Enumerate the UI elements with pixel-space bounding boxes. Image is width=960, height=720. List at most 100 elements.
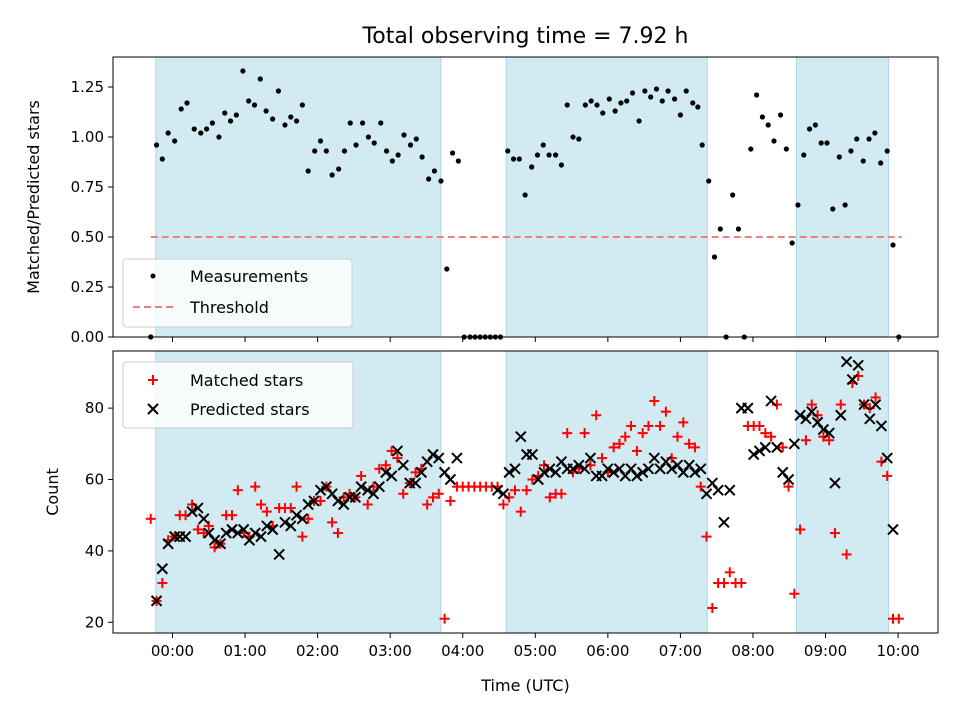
measurement-point	[665, 88, 671, 94]
matched-star-point	[297, 531, 308, 542]
measurement-point	[618, 100, 624, 106]
predicted-star-point	[689, 466, 701, 479]
measurement-point	[522, 192, 528, 198]
matched-star-point	[841, 549, 852, 560]
matched-star-point	[707, 603, 718, 614]
measurement-point	[801, 152, 807, 158]
predicted-star-point	[444, 473, 457, 486]
measurement-point	[789, 240, 795, 246]
legend-marker-predicted	[147, 403, 159, 415]
measurement-point	[606, 96, 612, 102]
predicted-star-point	[380, 466, 392, 479]
predicted-star-point	[296, 513, 309, 525]
measurement-point	[449, 150, 456, 156]
predicted-star-point	[759, 441, 772, 454]
matched-star-point	[829, 528, 840, 539]
matched-star-point	[591, 410, 602, 421]
measurement-point	[540, 142, 546, 148]
predicted-star-point	[724, 484, 736, 496]
measurement-point	[866, 136, 872, 142]
measurement-point	[282, 122, 288, 128]
matched-star-point	[754, 420, 765, 431]
measurement-point	[783, 146, 789, 152]
matched-star-point	[422, 499, 433, 510]
predicted-star-point	[427, 448, 439, 461]
measurement-point	[699, 142, 705, 148]
x-tick-label: 06:00	[586, 642, 629, 660]
predicted-star-point	[197, 513, 210, 525]
predicted-star-point	[361, 484, 374, 496]
measurement-point	[600, 110, 606, 116]
predicted-star-point	[840, 356, 853, 368]
measurement-point	[172, 138, 178, 144]
measurement-point	[222, 110, 228, 116]
predicted-star-point	[567, 463, 579, 475]
matched-star-point	[777, 442, 788, 453]
predicted-star-point	[355, 480, 367, 493]
matched-star-point	[655, 420, 666, 431]
measurement-point	[759, 114, 766, 120]
measurement-point	[227, 118, 234, 124]
predicted-star-point	[549, 466, 562, 479]
predicted-star-point	[544, 463, 556, 475]
matched-star-point	[620, 431, 631, 442]
x-tick-label: 04:00	[441, 642, 484, 660]
measurement-point	[419, 154, 425, 160]
measurement-point	[444, 266, 450, 272]
measurement-point	[642, 88, 648, 94]
x-tick-label: 09:00	[804, 642, 847, 660]
predicted-star-point	[249, 527, 261, 539]
measurement-point	[317, 138, 324, 144]
matched-star-point	[380, 460, 391, 471]
predicted-star-point	[220, 527, 232, 539]
ratio-x-ticks	[171, 337, 899, 342]
measurement-point	[612, 108, 618, 114]
measurement-point	[576, 136, 582, 142]
ratio-legend: Measurements Threshold	[122, 258, 353, 328]
measurement-point	[299, 102, 305, 108]
predicted-star-point	[451, 452, 463, 464]
predicted-star-point	[573, 459, 585, 471]
y-tick-label: 0.75	[71, 178, 104, 196]
ratio-y-axis-label: Matched/Predicted stars	[24, 100, 43, 294]
matched-star-point	[579, 428, 590, 439]
matched-star-point	[261, 506, 272, 517]
measurement-point	[401, 132, 407, 138]
predicted-star-point	[285, 520, 297, 532]
ratio-y-ticks: 0.00 0.25 0.50 0.75 1.00 1.25	[71, 78, 113, 346]
measurement-point	[184, 100, 190, 106]
predicted-star-point	[503, 466, 515, 479]
measurement-point	[690, 100, 696, 106]
legend-label-predicted: Predicted stars	[190, 400, 310, 419]
y-tick-label: 0.00	[71, 328, 104, 346]
matched-star-point	[515, 506, 526, 517]
count-x-ticks: 00:00 01:00 02:00 03:00 04:00 05:00 06:00 07:00…	[151, 633, 920, 660]
y-tick-label: 40	[85, 542, 104, 560]
measurement-point	[564, 102, 570, 108]
predicted-star-point	[765, 395, 777, 407]
matched-star-point	[701, 531, 712, 542]
matched-star-point	[392, 453, 403, 464]
x-tick-label: 01:00	[223, 642, 266, 660]
predicted-star-point	[578, 463, 591, 475]
measurement-point	[263, 108, 269, 114]
matched-star-point	[192, 524, 203, 535]
matched-star-point	[643, 420, 654, 431]
measurement-point	[890, 242, 896, 248]
predicted-star-point	[846, 373, 859, 386]
matched-star-point	[562, 428, 573, 439]
x-tick-label: 00:00	[151, 642, 194, 660]
matched-star-point	[795, 524, 806, 535]
matched-star-point	[285, 503, 296, 514]
measurement-point	[431, 168, 438, 174]
predicted-star-point	[753, 445, 766, 457]
measurement-point	[818, 140, 824, 146]
predicted-star-point	[771, 441, 783, 454]
observing-window-3	[796, 57, 889, 337]
measurement-point	[360, 120, 366, 126]
matched-star-point	[783, 481, 794, 492]
measurement-point	[293, 118, 300, 124]
matched-star-point	[157, 578, 168, 589]
matched-star-point	[637, 428, 648, 439]
